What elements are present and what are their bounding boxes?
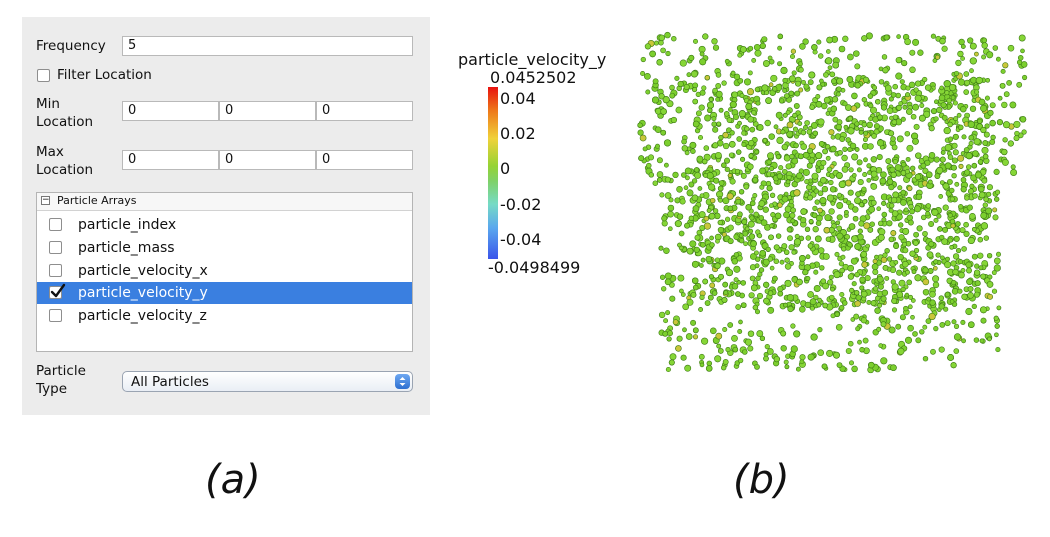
particle-arrays-header[interactable]: − Particle Arrays <box>37 193 412 211</box>
list-item-particle-velocity-x[interactable]: particle_velocity_x <box>37 260 412 282</box>
colorbar-tick-label: -0.02 <box>500 195 542 214</box>
checkmark-icon <box>50 283 66 298</box>
particle-type-label-line1: Particle <box>36 363 86 379</box>
particle-reader-properties-panel: Frequency 5 Filter Location Min Location… <box>22 17 430 415</box>
particle-velocity-y-checkbox[interactable] <box>49 283 66 299</box>
particle-velocity-x-checkbox[interactable] <box>49 264 62 277</box>
list-item-label: particle_mass <box>78 240 175 256</box>
list-item-label: particle_velocity_x <box>78 263 208 279</box>
colorbar-title: particle_velocity_y <box>458 50 607 69</box>
colorbar-max-label: 0.0452502 <box>490 68 577 87</box>
list-item-label: particle_index <box>78 217 177 233</box>
particle-type-label-line2: Type <box>36 381 68 397</box>
max-location-z-input[interactable]: 0 <box>316 150 413 170</box>
particle-type-select[interactable]: All Particles <box>122 371 413 392</box>
frequency-input[interactable]: 5 <box>122 36 413 56</box>
min-location-label-line1: Min <box>36 96 60 112</box>
caption-b: (b) <box>733 457 790 503</box>
collapse-icon[interactable]: − <box>41 195 50 205</box>
colorbar <box>488 87 498 259</box>
max-location-x-input[interactable]: 0 <box>122 150 219 170</box>
colorbar-tick-label: 0.04 <box>500 89 536 108</box>
particle-point-cloud <box>637 31 1028 374</box>
min-location-y-input[interactable]: 0 <box>219 101 316 121</box>
particle-velocity-z-checkbox[interactable] <box>49 309 62 322</box>
particle-arrays-list[interactable]: − Particle Arrays particle_index particl… <box>36 192 413 352</box>
list-item-label: particle_velocity_z <box>78 308 207 324</box>
select-arrows-icon <box>395 374 410 389</box>
particle-mass-checkbox[interactable] <box>49 241 62 254</box>
frequency-label: Frequency <box>36 38 106 54</box>
filter-location-checkbox[interactable] <box>37 69 50 82</box>
max-location-y-input[interactable]: 0 <box>219 150 316 170</box>
colorbar-tick-label: 0 <box>500 159 511 178</box>
min-location-x-input[interactable]: 0 <box>122 101 219 121</box>
particle-index-checkbox[interactable] <box>49 218 62 231</box>
list-item-particle-mass[interactable]: particle_mass <box>37 237 412 259</box>
colorbar-tick-label: -0.04 <box>500 230 542 249</box>
min-location-z-input[interactable]: 0 <box>316 101 413 121</box>
colorbar-tick-label: 0.02 <box>500 124 536 143</box>
list-item-particle-velocity-y[interactable]: particle_velocity_y <box>37 282 412 304</box>
min-location-label-line2: Location <box>36 114 94 130</box>
caption-a: (a) <box>205 457 261 503</box>
filter-location-label: Filter Location <box>57 67 152 83</box>
list-item-label: particle_velocity_y <box>78 285 208 301</box>
list-item-particle-velocity-z[interactable]: particle_velocity_z <box>37 305 412 327</box>
particle-type-selected-value: All Particles <box>131 374 209 390</box>
list-item-particle-index[interactable]: particle_index <box>37 214 412 236</box>
max-location-label-line1: Max <box>36 144 64 160</box>
particle-arrays-header-label: Particle Arrays <box>57 194 137 207</box>
colorbar-min-label: -0.0498499 <box>488 258 581 277</box>
max-location-label-line2: Location <box>36 162 94 178</box>
